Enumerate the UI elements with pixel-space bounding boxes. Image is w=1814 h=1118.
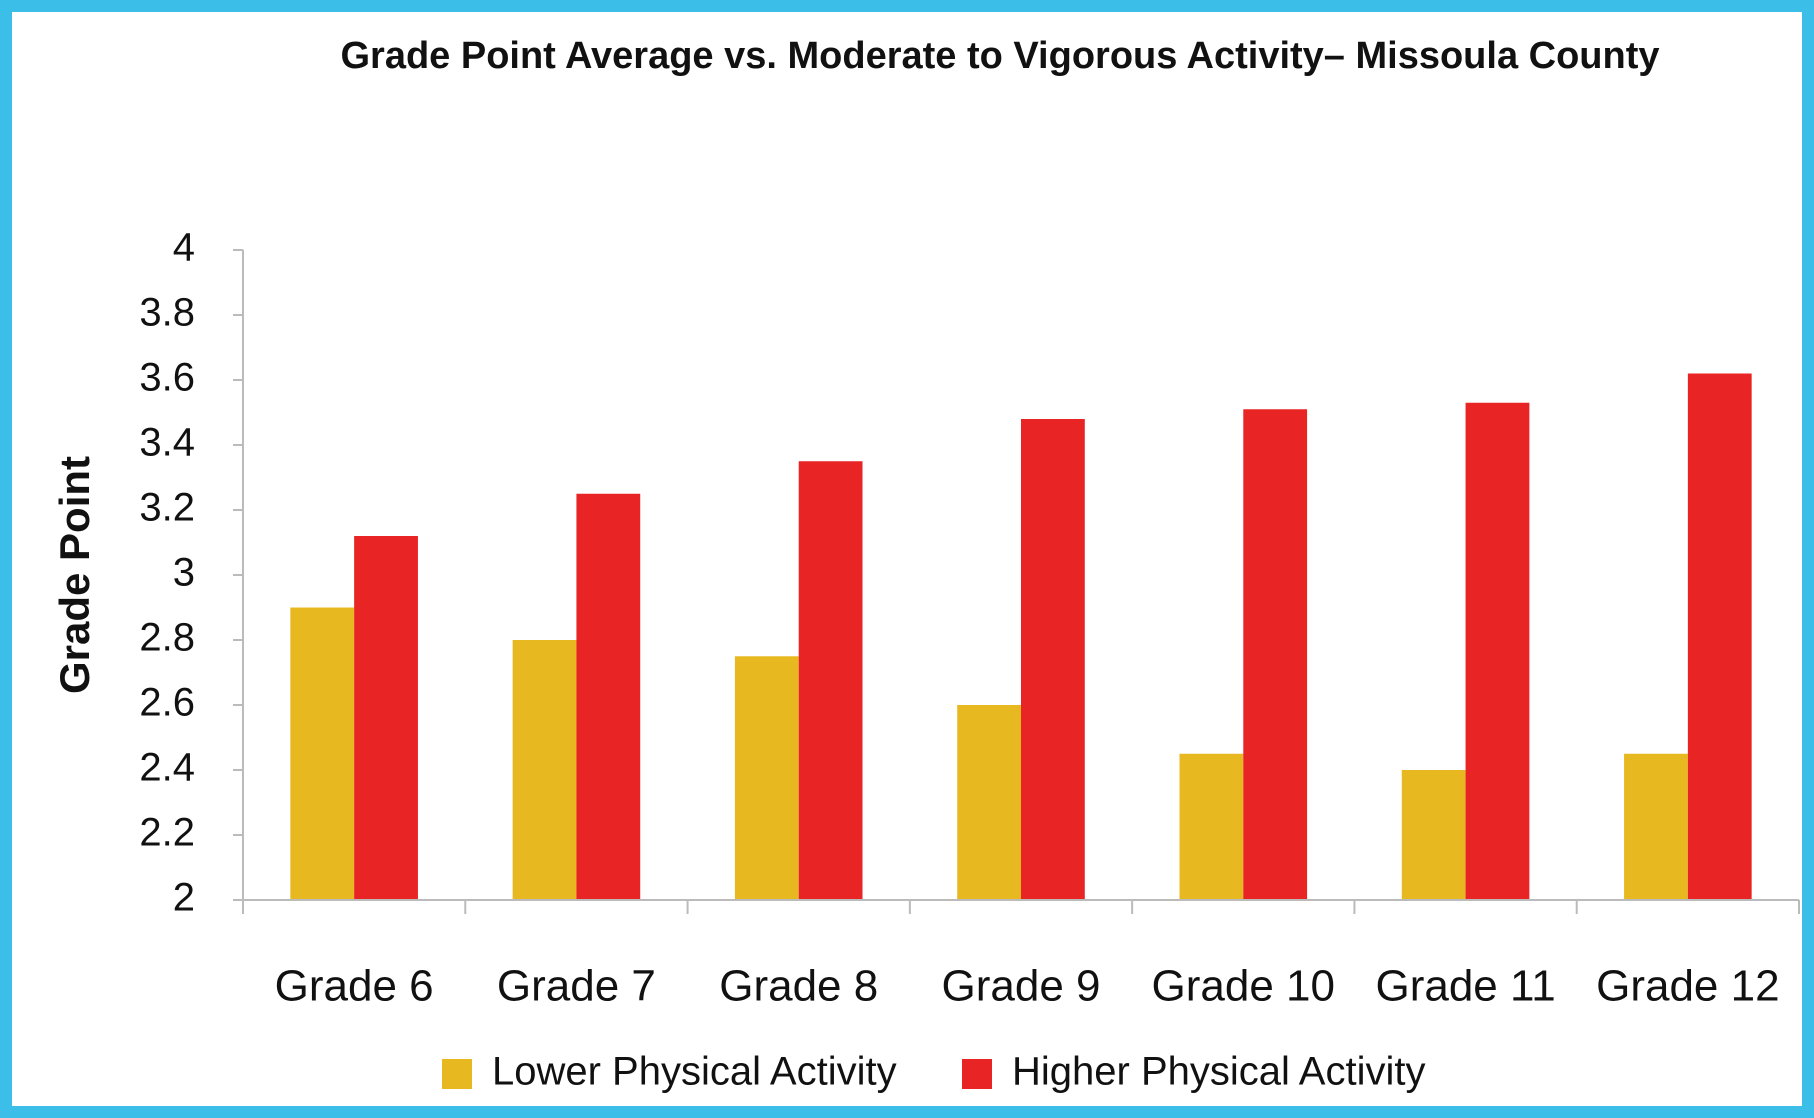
bar xyxy=(290,608,354,901)
bar xyxy=(1179,754,1243,900)
y-tick-label: 3.8 xyxy=(139,291,195,335)
y-tick-label: 2.8 xyxy=(139,616,195,660)
legend-label: Lower Physical Activity xyxy=(492,1050,897,1094)
y-tick-label: 2.6 xyxy=(139,681,195,725)
x-tick-label: Grade 12 xyxy=(1596,962,1779,1011)
bar xyxy=(354,536,418,900)
bar xyxy=(799,461,863,900)
y-axis-label: Grade Point xyxy=(51,456,98,694)
y-tick-label: 3.6 xyxy=(139,356,195,400)
x-tick-label: Grade 9 xyxy=(942,962,1101,1011)
bar xyxy=(957,705,1021,900)
y-tick-label: 3 xyxy=(173,551,195,595)
bar xyxy=(1688,374,1752,901)
y-tick-label: 3.4 xyxy=(139,421,195,465)
y-tick-label: 2.4 xyxy=(139,746,195,790)
bar xyxy=(1021,419,1085,900)
legend-swatch xyxy=(962,1059,992,1089)
legend-swatch xyxy=(442,1059,472,1089)
chart-title: Grade Point Average vs. Moderate to Vigo… xyxy=(340,35,1659,77)
bar xyxy=(1466,403,1530,900)
y-tick-label: 2 xyxy=(173,876,195,920)
y-tick-label: 4 xyxy=(173,226,195,270)
bar xyxy=(1624,754,1688,900)
bar xyxy=(576,494,640,900)
x-tick-label: Grade 11 xyxy=(1375,962,1555,1011)
bar xyxy=(1402,770,1466,900)
page: Grade Point Average vs. Moderate to Vigo… xyxy=(0,0,1814,1118)
legend-label: Higher Physical Activity xyxy=(1012,1050,1425,1094)
frame xyxy=(6,6,1808,1112)
x-tick-label: Grade 7 xyxy=(497,962,656,1011)
x-tick-label: Grade 8 xyxy=(719,962,878,1011)
x-tick-label: Grade 6 xyxy=(275,962,434,1011)
y-tick-label: 2.2 xyxy=(139,811,195,855)
chart: Grade Point Average vs. Moderate to Vigo… xyxy=(0,0,1814,1118)
x-tick-label: Grade 10 xyxy=(1152,962,1335,1011)
y-tick-label: 3.2 xyxy=(139,486,195,530)
bar xyxy=(513,640,577,900)
bar xyxy=(1243,409,1307,900)
bar xyxy=(735,656,799,900)
